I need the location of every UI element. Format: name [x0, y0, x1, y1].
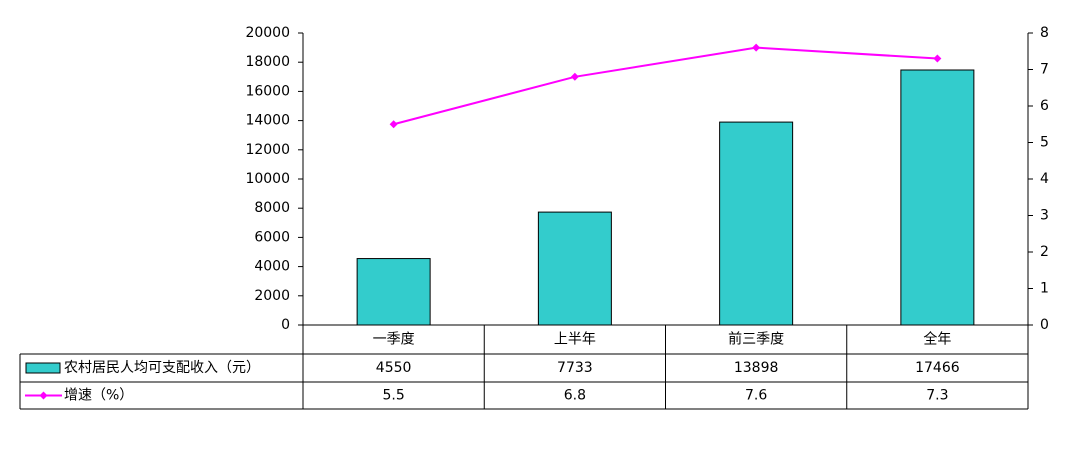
y2-tick-label: 5	[1040, 135, 1049, 151]
y2-tick-label: 1	[1040, 281, 1049, 297]
legend-label: 增速（%）	[64, 388, 133, 404]
y-tick-label: 0	[281, 317, 290, 333]
y2-tick-label: 7	[1040, 62, 1049, 78]
line	[393, 46, 938, 126]
y-tick-label: 18000	[245, 54, 290, 70]
point	[933, 54, 942, 63]
y-tick-label: 14000	[245, 113, 290, 129]
x-tick-label: 上半年	[554, 332, 596, 348]
table-value: 7.3	[926, 388, 948, 404]
y2-tick-label: 2	[1040, 244, 1049, 260]
bar	[537, 211, 612, 326]
point	[570, 72, 579, 81]
point	[752, 43, 761, 52]
table-value: 7733	[557, 360, 593, 376]
x-tick-label: 一季度	[373, 332, 415, 348]
table-value: 7.6	[745, 388, 767, 404]
bar	[356, 258, 431, 326]
x-tick-label: 前三季度	[728, 331, 784, 348]
point	[389, 120, 398, 129]
y2-tick-label: 3	[1040, 208, 1049, 224]
table-value: 6.8	[564, 388, 586, 404]
y2-tick-label: 8	[1040, 25, 1049, 41]
table-value: 4550	[376, 360, 412, 376]
bar	[719, 121, 794, 326]
y-tick-label: 10000	[245, 171, 290, 187]
y-tick-label: 6000	[254, 229, 290, 245]
x-tick-label: 全年	[923, 331, 951, 348]
y-tick-label: 4000	[254, 259, 290, 275]
y-tick-label: 16000	[245, 83, 290, 99]
table-value: 17466	[915, 360, 960, 376]
y2-tick-label: 6	[1040, 98, 1049, 114]
legend-key	[39, 391, 48, 400]
table-value: 5.5	[382, 388, 404, 404]
table-value: 13898	[734, 360, 779, 376]
y2-tick-label: 4	[1040, 171, 1049, 187]
y2-tick-label: 0	[1040, 317, 1049, 333]
y-tick-label: 20000	[245, 25, 290, 41]
legend-key	[25, 362, 61, 374]
bar	[900, 69, 975, 326]
y-tick-label: 12000	[245, 142, 290, 158]
y-tick-label: 8000	[254, 200, 290, 216]
y-tick-label: 2000	[254, 288, 290, 304]
legend-label: 农村居民人均可支配收入（元）	[64, 360, 260, 376]
